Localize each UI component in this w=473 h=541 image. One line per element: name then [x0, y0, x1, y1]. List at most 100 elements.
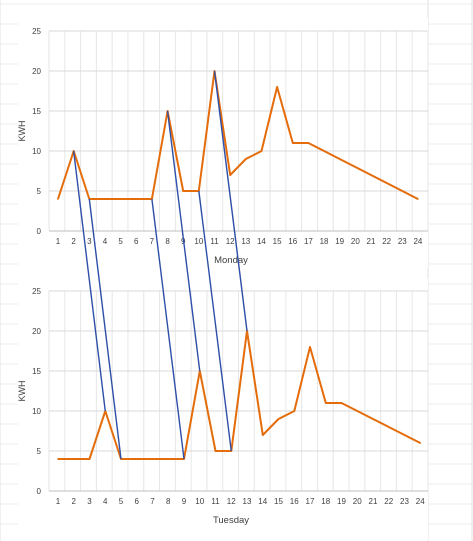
y-axis-title: KWH [17, 381, 27, 402]
x-tick-label: 14 [258, 497, 267, 506]
x-tick-label: 15 [274, 497, 283, 506]
y-axis-title: KWH [17, 121, 27, 142]
data-point [356, 410, 359, 412]
x-tick-label: 6 [134, 237, 139, 246]
y-tick-label: 0 [37, 487, 42, 496]
y-tick-label: 25 [32, 287, 41, 296]
x-tick-label: 3 [87, 237, 92, 246]
data-point [372, 418, 374, 420]
data-point [151, 458, 154, 460]
data-point [291, 142, 294, 144]
data-point [104, 198, 106, 200]
y-tick-label: 15 [32, 107, 41, 116]
x-tick-label: 22 [382, 237, 391, 246]
monday-chart: 0510152025123456789101112131415161718192… [17, 18, 429, 268]
x-tick-label: 7 [150, 497, 155, 506]
x-tick-label: 8 [165, 237, 170, 246]
x-tick-label: 10 [194, 237, 203, 246]
y-tick-label: 25 [32, 27, 41, 36]
x-tick-label: 10 [195, 497, 204, 506]
connector-line [72, 150, 106, 412]
x-tick-label: 5 [118, 237, 123, 246]
x-tick-label: 20 [353, 497, 362, 506]
data-point [403, 434, 406, 436]
x-tick-label: 15 [273, 237, 282, 246]
data-point [354, 166, 357, 168]
x-tick-label: 12 [226, 237, 235, 246]
y-tick-label: 20 [32, 67, 41, 76]
x-tick-label: 6 [135, 497, 140, 506]
connector-line [88, 198, 122, 460]
x-tick-label: 11 [211, 497, 220, 506]
x-tick-label: 12 [227, 497, 236, 506]
data-point [419, 442, 422, 444]
x-tick-label: 17 [306, 497, 315, 506]
x-tick-label: 8 [166, 497, 171, 506]
x-tick-label: 13 [241, 237, 250, 246]
data-point [370, 174, 372, 176]
y-tick-label: 0 [37, 227, 42, 236]
data-point [417, 198, 419, 200]
x-tick-label: 19 [337, 497, 346, 506]
x-tick-label: 4 [103, 497, 108, 506]
x-tick-label: 11 [210, 237, 219, 246]
series-line [58, 330, 421, 460]
data-point [323, 150, 325, 152]
x-tick-label: 14 [257, 237, 266, 246]
data-point [293, 410, 296, 412]
x-tick-label: 2 [72, 497, 77, 506]
x-tick-label: 18 [321, 497, 330, 506]
x-tick-label: 7 [150, 237, 155, 246]
y-tick-label: 5 [37, 447, 42, 456]
data-point [385, 182, 388, 184]
x-tick-label: 24 [413, 237, 422, 246]
data-point [340, 402, 343, 404]
x-axis-title: Monday [214, 255, 248, 266]
x-tick-label: 3 [87, 497, 92, 506]
series-line [57, 70, 419, 200]
connector-line [166, 110, 201, 372]
x-tick-label: 23 [398, 237, 407, 246]
data-point [338, 158, 341, 160]
connector-line [213, 70, 248, 332]
data-point [119, 198, 122, 200]
data-point [72, 458, 75, 460]
x-tick-label: 16 [290, 497, 299, 506]
data-point [245, 158, 247, 160]
x-tick-label: 16 [288, 237, 297, 246]
data-point [324, 402, 327, 404]
data-point [401, 190, 404, 192]
data-point [260, 150, 263, 152]
connector-line [151, 198, 185, 460]
data-point [307, 142, 310, 144]
connector-line [198, 190, 232, 452]
x-tick-label: 22 [384, 497, 393, 506]
x-tick-label: 4 [103, 237, 108, 246]
data-point [214, 450, 217, 452]
x-tick-label: 21 [367, 237, 376, 246]
x-tick-label: 20 [351, 237, 360, 246]
x-tick-label: 24 [416, 497, 425, 506]
data-point [182, 190, 184, 192]
data-point [276, 86, 278, 88]
data-point [135, 198, 138, 200]
x-tick-label: 2 [71, 237, 76, 246]
x-tick-label: 23 [400, 497, 409, 506]
x-tick-label: 18 [320, 237, 329, 246]
data-point [167, 458, 170, 460]
x-tick-label: 9 [182, 497, 187, 506]
data-point [387, 426, 390, 428]
y-tick-label: 10 [32, 407, 41, 416]
data-point [229, 174, 231, 176]
x-tick-label: 5 [119, 497, 124, 506]
data-point [57, 198, 59, 200]
connector-lines [72, 70, 248, 460]
x-tick-label: 1 [56, 237, 61, 246]
data-point [135, 458, 138, 460]
x-tick-label: 13 [243, 497, 252, 506]
y-tick-label: 10 [32, 147, 41, 156]
x-tick-label: 17 [304, 237, 313, 246]
data-point [277, 418, 280, 420]
x-tick-label: 1 [56, 497, 61, 506]
